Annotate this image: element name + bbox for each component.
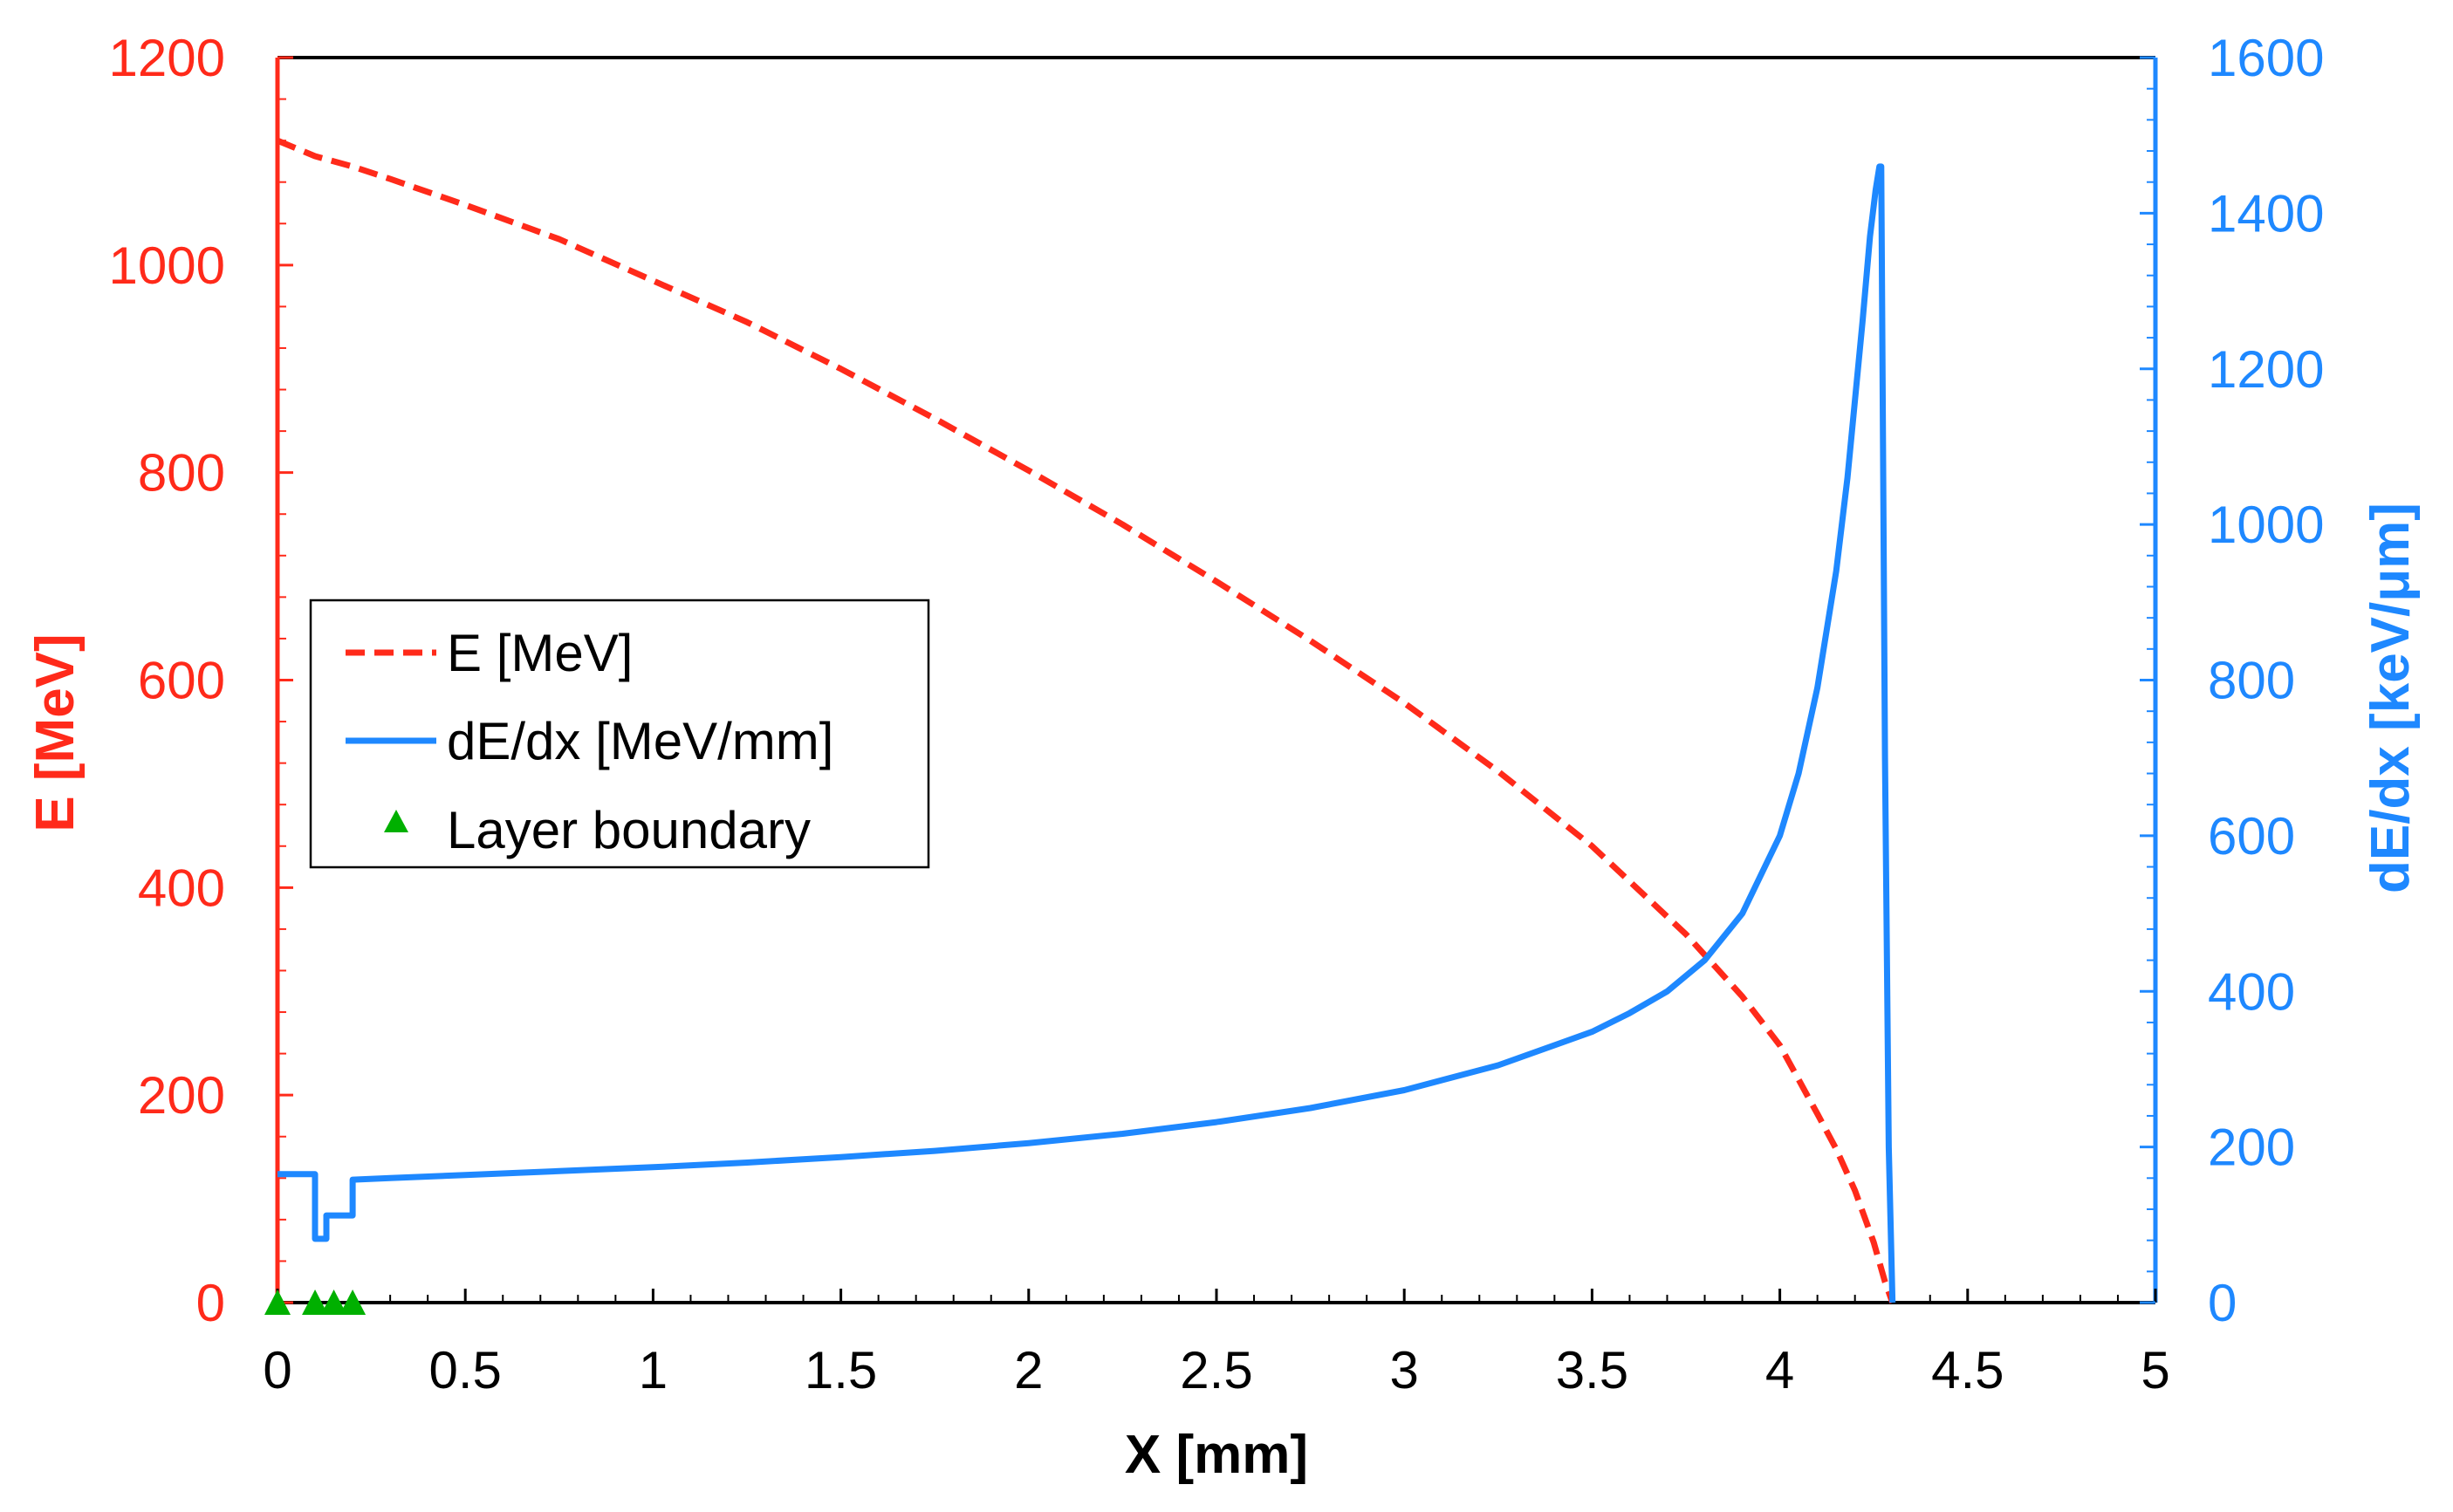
- right-tick-label: 1000: [2208, 496, 2324, 554]
- x-tick-label: 0: [263, 1341, 291, 1399]
- layer-boundary-marker: [264, 1290, 291, 1315]
- x-tick-label: 4: [1765, 1341, 1794, 1399]
- x-tick-label: 2.5: [1180, 1341, 1252, 1399]
- layer-boundary-marker: [302, 1290, 329, 1315]
- right-tick-label: 800: [2208, 652, 2295, 710]
- right-tick-label: 400: [2208, 962, 2295, 1021]
- left-tick-label: 0: [196, 1274, 225, 1332]
- left-tick-label: 800: [138, 444, 225, 503]
- x-tick-label: 0.5: [428, 1341, 501, 1399]
- legend: E [MeV] dE/dx [MeV/mm] Layer boundary: [309, 599, 930, 869]
- layer-boundary-marker: [339, 1290, 367, 1315]
- legend-swatch-boundary: [384, 810, 408, 832]
- legend-label-energy: E [MeV]: [447, 624, 633, 682]
- left-tick-label: 200: [138, 1066, 225, 1125]
- series-layer: [264, 137, 1896, 1315]
- legend-label-boundary: Layer boundary: [447, 801, 811, 859]
- right-axis-title: dE/dx [keV/μm]: [2360, 503, 2421, 893]
- energy-series-line: [276, 137, 1895, 1304]
- x-tick-label: 4.5: [1931, 1341, 2004, 1399]
- right-tick-label: 1600: [2208, 29, 2324, 87]
- x-tick-label: 1: [639, 1341, 668, 1399]
- legend-box: [309, 599, 930, 869]
- left-tick-label: 600: [138, 652, 225, 710]
- x-tick-label: 1.5: [805, 1341, 877, 1399]
- right-tick-label: 600: [2208, 807, 2295, 865]
- x-tick-label: 3: [1390, 1341, 1419, 1399]
- right-tick-label: 0: [2208, 1274, 2237, 1332]
- x-tick-label: 3.5: [1556, 1341, 1628, 1399]
- x-axis-ticks: 0 0.5 1 1.5 2 2.5 3 3.5 4 4.5 5: [263, 1289, 2170, 1399]
- left-axis-title: E [MeV]: [25, 633, 86, 831]
- left-tick-label: 1200: [109, 29, 225, 87]
- right-tick-label: 1200: [2208, 340, 2324, 399]
- layer-boundary-marker: [320, 1290, 347, 1315]
- legend-label-dedx: dE/dx [MeV/mm]: [447, 712, 833, 770]
- x-axis-title: X [mm]: [1125, 1425, 1308, 1485]
- right-tick-label: 200: [2208, 1119, 2295, 1177]
- right-tick-label: 1400: [2208, 184, 2324, 243]
- left-tick-label: 400: [138, 859, 225, 917]
- left-tick-label: 1000: [109, 236, 225, 295]
- x-tick-label: 5: [2141, 1341, 2169, 1399]
- right-axis-ticks: 0 200 400 600 800 1000 1200 1400 1600: [2140, 29, 2324, 1332]
- dedx-series-line: [278, 163, 1896, 1303]
- x-tick-label: 2: [1014, 1341, 1043, 1399]
- left-axis-ticks: 0 200 400 600 800 1000 1200: [109, 29, 293, 1332]
